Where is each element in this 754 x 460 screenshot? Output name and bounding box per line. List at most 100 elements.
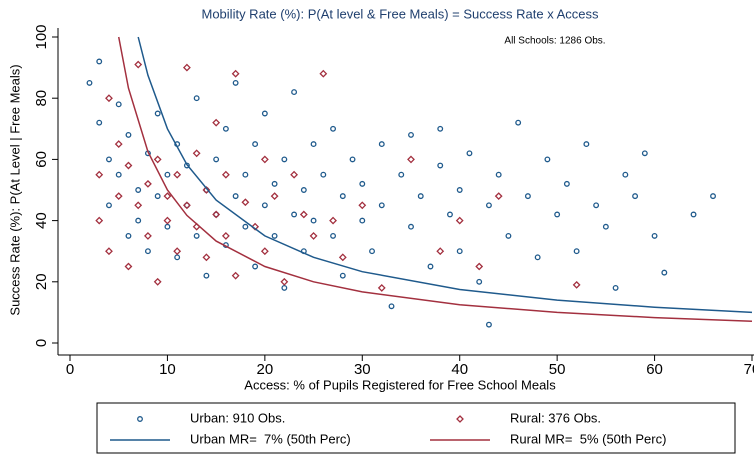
point [377,284,386,292]
point [124,262,133,271]
point [242,223,249,230]
point [339,272,346,279]
point [281,156,288,163]
legend-label: Urban MR= 7% (50th Perc) [190,431,351,446]
x-tick-label: 30 [354,361,371,378]
point [212,210,221,219]
point [554,211,561,218]
point [261,110,268,117]
point [222,125,229,132]
point [134,201,143,210]
point [690,211,697,218]
point [153,277,162,286]
point [563,180,570,187]
point [534,254,541,261]
point [242,171,249,178]
x-tick-label: 60 [646,361,663,378]
point [632,193,639,200]
curve [117,36,753,323]
point [173,170,182,179]
point [173,247,182,256]
point [437,162,444,169]
point [291,211,298,218]
point [456,187,463,193]
point [105,247,113,256]
point [260,155,269,164]
point [378,202,385,209]
point [710,193,716,200]
point [163,216,172,225]
y-tick-label: 60 [33,151,50,168]
point [125,131,132,138]
point [299,210,308,219]
point [602,223,609,230]
point [290,170,299,179]
point [182,201,191,210]
point [280,277,289,286]
point [213,156,220,163]
x-axis-label: Access: % of Pupils Registered for Free … [244,377,556,392]
x-tick-label: 70 [744,361,754,378]
point [212,118,221,127]
point [476,278,483,285]
y-tick-label: 80 [33,90,50,107]
point [95,170,104,179]
point [447,211,453,218]
x-tick-label: 50 [549,361,566,378]
point [515,119,522,126]
legend-marker [137,416,143,422]
point [115,101,122,108]
annotation: All Schools: 1286 Obs. [504,36,605,47]
point [378,141,385,148]
point [193,95,200,102]
point [164,223,171,230]
point [388,303,395,310]
point [485,321,492,328]
point [524,193,531,200]
point [115,171,122,178]
point [163,192,172,201]
point [154,193,161,200]
point [86,79,93,86]
point [144,179,152,188]
point [193,232,200,239]
y-tick-label: 40 [33,212,50,229]
point [164,171,171,178]
point [661,269,668,276]
point [252,263,259,270]
x-tick-label: 20 [257,361,274,378]
point [505,232,512,239]
point [202,253,211,262]
point [593,202,600,209]
point [281,284,288,291]
point [192,149,201,158]
point [135,217,142,224]
point [612,284,619,291]
point [260,247,269,256]
point [174,254,181,261]
point [241,198,250,207]
point [572,280,581,289]
point [485,202,492,209]
point [330,232,337,239]
point [154,110,161,117]
point [417,193,424,200]
point [329,216,337,225]
point [291,89,298,96]
point [144,248,151,255]
point [437,125,444,132]
point [408,223,414,230]
point [573,248,580,255]
point [135,187,142,193]
point [622,171,629,178]
y-axis-label: Success Rate (%): P(At Level | Free Meal… [7,64,22,315]
point [641,150,648,157]
point [106,202,112,209]
point [252,141,259,148]
point [95,216,104,225]
point [300,187,307,193]
point [221,170,230,179]
point [456,248,463,255]
point [466,150,473,157]
